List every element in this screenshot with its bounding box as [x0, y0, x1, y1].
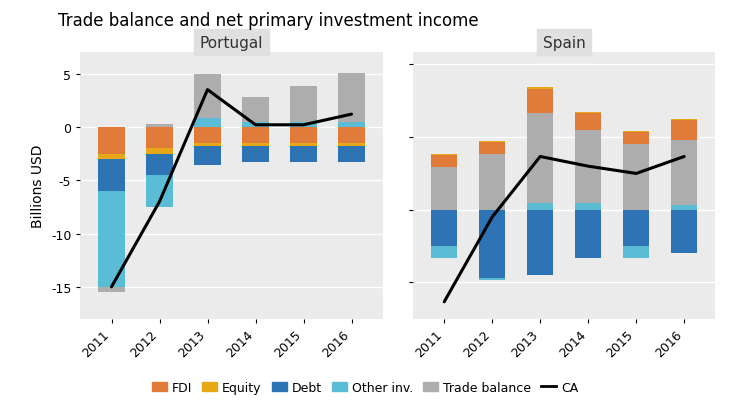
Bar	[575, 112, 602, 114]
Bar	[479, 142, 505, 143]
Bar	[527, 203, 553, 210]
Bar	[291, 87, 317, 122]
Bar	[623, 145, 650, 210]
Bar	[671, 140, 697, 205]
Text: Trade balance and net primary investment income: Trade balance and net primary investment…	[58, 12, 479, 30]
Bar	[623, 133, 650, 145]
Bar	[242, 147, 269, 163]
Bar	[242, 144, 269, 147]
Y-axis label: Billions USD: Billions USD	[31, 144, 45, 228]
Bar	[623, 247, 650, 258]
Bar	[291, 122, 317, 128]
Bar	[146, 128, 173, 149]
Bar	[479, 210, 505, 278]
Bar	[527, 88, 553, 90]
Bar	[431, 156, 458, 168]
Bar	[527, 114, 553, 203]
Bar	[194, 119, 220, 128]
Bar	[99, 287, 125, 292]
Bar	[146, 124, 173, 128]
Bar	[338, 144, 365, 147]
Bar	[671, 121, 697, 140]
Bar	[623, 210, 650, 247]
Bar	[338, 73, 365, 122]
Bar	[146, 175, 173, 207]
Bar	[194, 144, 220, 147]
Bar	[527, 210, 553, 276]
Bar	[431, 168, 458, 210]
Bar	[242, 128, 269, 144]
Bar	[671, 205, 697, 210]
Bar	[338, 122, 365, 128]
Bar	[575, 203, 602, 210]
Bar	[575, 130, 602, 203]
Bar	[431, 247, 458, 258]
Bar	[338, 128, 365, 144]
Bar	[99, 160, 125, 191]
Bar	[146, 154, 173, 175]
Bar	[575, 210, 602, 258]
Bar	[242, 122, 269, 128]
Bar	[431, 155, 458, 156]
Bar	[291, 147, 317, 163]
Bar	[291, 128, 317, 144]
Bar	[671, 210, 697, 254]
Bar	[479, 143, 505, 155]
Bar	[99, 128, 125, 154]
Legend: FDI, Equity, Debt, Other inv., Trade balance, CA: FDI, Equity, Debt, Other inv., Trade bal…	[147, 376, 583, 399]
Bar	[338, 147, 365, 163]
Bar	[431, 210, 458, 247]
Bar	[671, 120, 697, 121]
Bar	[623, 132, 650, 133]
Bar	[194, 74, 220, 119]
Bar	[527, 90, 553, 114]
Bar	[479, 278, 505, 280]
Title: Spain: Spain	[543, 36, 585, 51]
Bar	[194, 128, 220, 144]
Bar	[479, 155, 505, 210]
Bar	[99, 154, 125, 160]
Title: Portugal: Portugal	[200, 36, 264, 51]
Bar	[291, 144, 317, 147]
Bar	[99, 191, 125, 287]
Bar	[194, 147, 220, 166]
Bar	[242, 98, 269, 122]
Bar	[575, 114, 602, 130]
Bar	[146, 149, 173, 154]
